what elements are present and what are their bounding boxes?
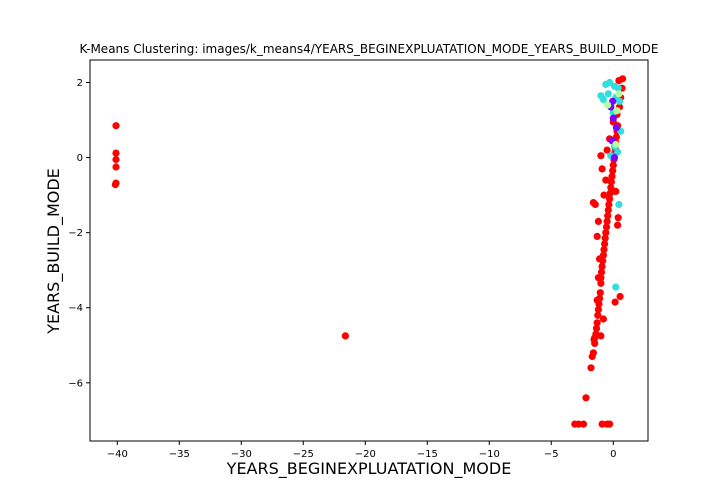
data-point (609, 161, 617, 169)
data-point (596, 289, 604, 297)
data-point (615, 90, 623, 98)
data-point (602, 176, 610, 184)
data-point (602, 223, 611, 231)
data-point (604, 101, 612, 109)
data-point (611, 298, 619, 306)
data-point (609, 167, 617, 175)
x-tick-label: −40 (107, 449, 128, 460)
data-point (112, 163, 120, 171)
data-point (590, 336, 598, 344)
y-tick-label: −2 (68, 228, 83, 239)
data-point (601, 234, 609, 242)
data-point (614, 214, 622, 222)
data-point (609, 114, 617, 122)
data-point (603, 146, 611, 154)
data-point (613, 107, 621, 115)
data-point (598, 262, 606, 271)
data-point (579, 420, 588, 428)
x-tick-label: −15 (417, 449, 438, 460)
y-tick-label: 0 (77, 153, 83, 164)
data-point (615, 200, 623, 209)
data-point (594, 274, 603, 282)
data-point (603, 217, 611, 225)
x-tick-label: −10 (479, 449, 500, 460)
y-tick-label: 2 (77, 78, 83, 89)
data-point (608, 172, 616, 180)
data-point (614, 148, 622, 156)
data-point (612, 283, 620, 291)
x-tick-label: −35 (169, 449, 190, 460)
data-point (597, 279, 605, 287)
data-point (589, 349, 598, 357)
data-point (112, 149, 120, 157)
points-layer (111, 75, 627, 428)
data-point (111, 181, 119, 189)
data-point (582, 394, 590, 402)
data-point (609, 97, 617, 105)
data-point (593, 319, 601, 327)
data-point (599, 95, 608, 103)
data-point (606, 189, 614, 197)
data-point (602, 229, 610, 237)
data-point (616, 292, 624, 301)
y-tick-label: −6 (68, 378, 83, 389)
data-point (600, 191, 608, 199)
x-tick-label: −5 (544, 449, 559, 460)
data-point (600, 246, 608, 254)
data-point (605, 200, 613, 209)
data-point (598, 420, 606, 428)
data-point (599, 315, 608, 323)
data-point (592, 324, 601, 332)
data-point (597, 152, 605, 160)
data-point (589, 199, 598, 207)
data-point (614, 221, 622, 229)
data-point (607, 184, 615, 192)
data-point (597, 332, 605, 340)
data-point (606, 420, 614, 428)
data-point (614, 84, 622, 92)
data-point (612, 187, 620, 195)
data-point (607, 178, 616, 186)
data-point (596, 255, 604, 263)
data-point (606, 78, 614, 87)
data-point (610, 154, 619, 162)
x-tick-label: −20 (355, 449, 376, 460)
data-point (606, 195, 614, 203)
data-point (587, 364, 595, 372)
data-point (597, 268, 606, 276)
y-tick-label: −4 (68, 303, 83, 314)
data-point (604, 206, 612, 214)
x-axis-ticks: −40 −35 −30 −25 −20 −15 −10 −5 0 (107, 441, 616, 460)
x-tick-label: −25 (293, 449, 314, 460)
data-point (615, 77, 623, 85)
data-point (112, 155, 120, 164)
data-point (612, 124, 621, 132)
data-point (612, 140, 620, 149)
data-point (615, 97, 624, 105)
data-point (593, 232, 601, 240)
y-axis-ticks: 2 0 −2 −4 −6 (68, 78, 90, 389)
data-point (604, 212, 612, 220)
data-point (604, 90, 612, 98)
data-point (594, 306, 603, 314)
x-axis-label: YEARS_BEGINEXPLUATATION_MODE (226, 459, 512, 479)
data-point (341, 332, 349, 340)
data-point (594, 311, 602, 319)
data-point (601, 240, 609, 248)
x-tick-label: −30 (231, 449, 252, 460)
data-point (594, 217, 603, 225)
data-point (593, 296, 601, 304)
data-point (112, 122, 120, 130)
y-axis-label: YEARS_BUILD_MODE (44, 168, 64, 335)
plot-area-frame (89, 59, 649, 442)
x-tick-label: 0 (610, 449, 616, 460)
chart-title: K-Means Clustering: images/k_means4/YEAR… (80, 42, 659, 56)
data-point (598, 165, 606, 173)
